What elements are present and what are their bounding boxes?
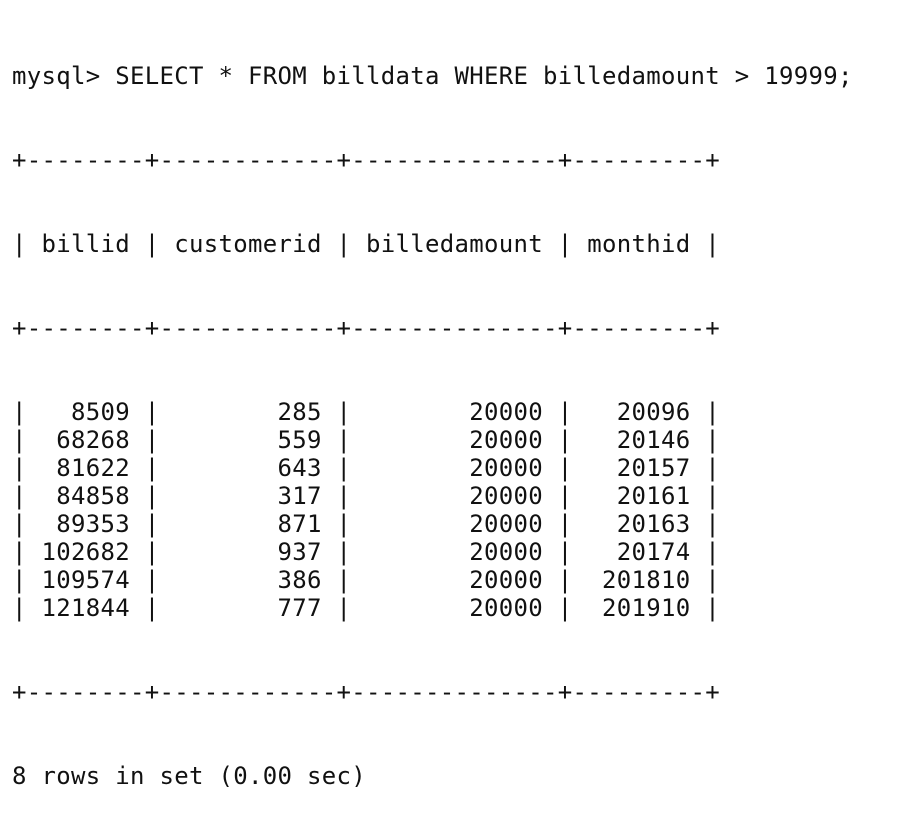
cell-billedamount: 20000	[469, 398, 543, 426]
cell-customerid: 777	[277, 594, 322, 622]
command-line: mysql> SELECT * FROM billdata WHERE bill…	[12, 62, 853, 90]
cell-customerid: 643	[277, 454, 322, 482]
cell-monthid: 20146	[616, 426, 691, 454]
cell-billid: 102682	[41, 538, 130, 566]
cell-monthid: 20157	[616, 454, 691, 482]
cell-customerid: 317	[277, 482, 322, 510]
cell-billid: 109574	[41, 566, 130, 594]
result-summary: 8 rows in set (0.00 sec)	[12, 762, 366, 790]
cell-monthid: 201810	[602, 566, 691, 594]
cell-billid: 89353	[56, 510, 130, 538]
column-header-customerid: customerid	[174, 230, 322, 258]
table-row: | 121844 | 777 | 20000 | 201910 |	[12, 594, 720, 622]
table-header-row: | billid | customerid | billedamount | m…	[12, 230, 720, 258]
cell-customerid: 285	[277, 398, 322, 426]
cell-billedamount: 20000	[469, 454, 543, 482]
cell-billedamount: 20000	[469, 426, 543, 454]
table-border-header: +--------+------------+--------------+--…	[12, 314, 720, 342]
table-row: | 102682 | 937 | 20000 | 20174 |	[12, 538, 720, 566]
table-row: | 84858 | 317 | 20000 | 20161 |	[12, 482, 720, 510]
cell-monthid: 20174	[616, 538, 691, 566]
table-border-top: +--------+------------+--------------+--…	[12, 146, 720, 174]
table-row: | 89353 | 871 | 20000 | 20163 |	[12, 510, 720, 538]
column-header-billedamount: billedamount	[366, 230, 543, 258]
cell-monthid: 20161	[616, 482, 691, 510]
table-border-bottom: +--------+------------+--------------+--…	[12, 678, 720, 706]
cell-customerid: 937	[277, 538, 322, 566]
cell-customerid: 559	[277, 426, 322, 454]
table-row: | 8509 | 285 | 20000 | 20096 |	[12, 398, 720, 426]
sql-query: SELECT * FROM billdata WHERE billedamoun…	[115, 62, 853, 90]
cell-billid: 121844	[41, 594, 130, 622]
cell-billedamount: 20000	[469, 510, 543, 538]
cell-billid: 81622	[56, 454, 130, 482]
cell-monthid: 201910	[602, 594, 691, 622]
table-row: | 109574 | 386 | 20000 | 201810 |	[12, 566, 720, 594]
table-body: | 8509 | 285 | 20000 | 20096 | | 68268 | …	[12, 398, 853, 622]
cell-monthid: 20163	[616, 510, 691, 538]
cell-customerid: 386	[277, 566, 322, 594]
cell-monthid: 20096	[616, 398, 691, 426]
column-header-monthid: monthid	[587, 230, 691, 258]
cell-billedamount: 20000	[469, 538, 543, 566]
terminal-output: mysql> SELECT * FROM billdata WHERE bill…	[12, 6, 853, 818]
cell-billid: 8509	[71, 398, 130, 426]
cell-billid: 84858	[56, 482, 130, 510]
table-row: | 68268 | 559 | 20000 | 20146 |	[12, 426, 720, 454]
cell-billedamount: 20000	[469, 566, 543, 594]
table-row: | 81622 | 643 | 20000 | 20157 |	[12, 454, 720, 482]
cell-billedamount: 20000	[469, 482, 543, 510]
column-header-billid: billid	[41, 230, 130, 258]
cell-customerid: 871	[277, 510, 322, 538]
mysql-prompt: mysql>	[12, 62, 116, 90]
cell-billedamount: 20000	[469, 594, 543, 622]
cell-billid: 68268	[56, 426, 130, 454]
